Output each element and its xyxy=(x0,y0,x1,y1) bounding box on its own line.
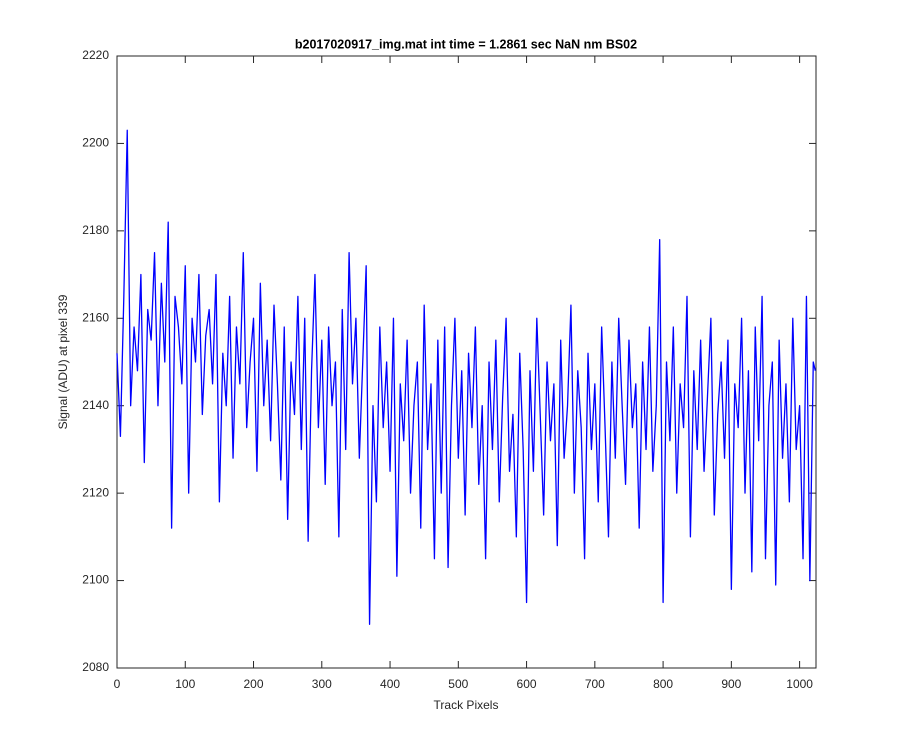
chart-title: b2017020917_img.mat int time = 1.2861 se… xyxy=(295,37,637,51)
x-tick-label: 500 xyxy=(448,677,468,691)
x-tick-label: 1000 xyxy=(786,677,813,691)
x-tick-label: 200 xyxy=(244,677,264,691)
y-tick-label: 2100 xyxy=(82,573,109,587)
x-tick-label: 800 xyxy=(653,677,673,691)
y-tick-label: 2080 xyxy=(82,660,109,674)
y-tick-label: 2220 xyxy=(82,48,109,62)
x-tick-label: 300 xyxy=(312,677,332,691)
y-tick-label: 2180 xyxy=(82,223,109,237)
x-tick-label: 100 xyxy=(175,677,195,691)
x-tick-label: 0 xyxy=(114,677,121,691)
x-axis-label: Track Pixels xyxy=(434,698,499,712)
y-tick-label: 2200 xyxy=(82,136,109,150)
y-tick-label: 2140 xyxy=(82,398,109,412)
x-tick-label: 600 xyxy=(517,677,537,691)
y-axis-label: Signal (ADU) at pixel 339 xyxy=(56,294,70,429)
x-tick-label: 900 xyxy=(721,677,741,691)
y-tick-label: 2160 xyxy=(82,310,109,324)
x-tick-label: 700 xyxy=(585,677,605,691)
x-tick-label: 400 xyxy=(380,677,400,691)
data-line xyxy=(116,129,816,625)
y-tick-label: 2120 xyxy=(82,485,109,499)
